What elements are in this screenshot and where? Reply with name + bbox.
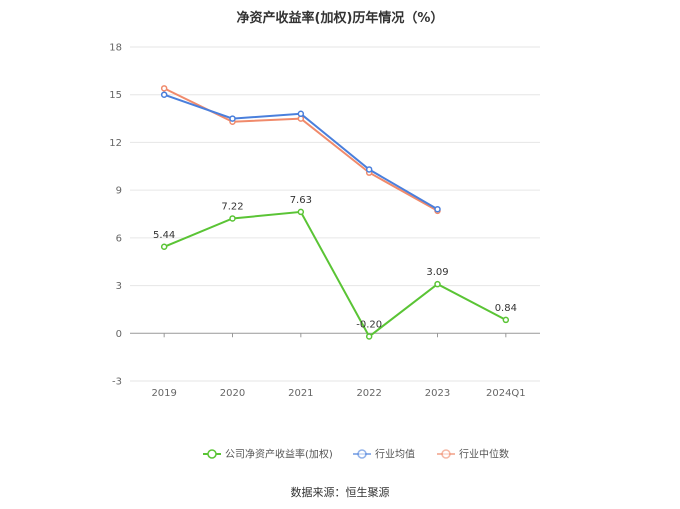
x-tick-label: 2019 xyxy=(151,388,176,399)
data-label: 7.22 xyxy=(221,201,243,212)
data-point xyxy=(229,115,236,122)
x-axis-ticks: 2019 2020 2021 2022 2023 2024Q1 xyxy=(151,333,526,399)
y-tick-label: 6 xyxy=(116,233,122,244)
data-point xyxy=(434,205,441,213)
data-label: 0.84 xyxy=(495,303,517,314)
series-layer: 5.44 7.22 7.63 -0.20 3.09 0.84 xyxy=(153,85,517,340)
data-label: 7.63 xyxy=(290,195,312,206)
data-point xyxy=(160,243,168,251)
series-line xyxy=(163,87,438,212)
legend-label: 公司净资产收益率(加权) xyxy=(225,448,333,461)
y-tick-label: 0 xyxy=(116,329,122,340)
data-point xyxy=(365,166,373,173)
x-tick-label: 2021 xyxy=(288,388,313,399)
y-axis-ticks: -3 0 3 6 9 12 15 18 xyxy=(109,43,122,388)
legend-label: 行业中位数 xyxy=(459,448,509,461)
legend-item[interactable]: 公司净资产收益率(加权) xyxy=(203,448,333,461)
series-line xyxy=(163,210,507,339)
data-point xyxy=(297,110,305,118)
data-label: 5.44 xyxy=(153,230,175,241)
data-point xyxy=(160,91,168,98)
legend-marker xyxy=(441,449,451,459)
y-tick-label: -3 xyxy=(112,377,122,388)
y-tick-label: 12 xyxy=(109,138,122,149)
data-label: 3.09 xyxy=(426,267,448,278)
legend-label: 行业均值 xyxy=(375,448,415,461)
data-point xyxy=(502,316,510,324)
chart-title: 净资产收益率(加权)历年情况（%） xyxy=(237,10,444,26)
data-point xyxy=(160,85,168,92)
data-source: 数据来源：恒生聚源 xyxy=(291,485,390,499)
data-point xyxy=(365,333,373,340)
legend-marker xyxy=(207,449,217,459)
legend-item[interactable]: 行业均值 xyxy=(353,448,415,461)
y-tick-label: 3 xyxy=(116,281,122,292)
data-point xyxy=(229,215,236,222)
data-point xyxy=(434,280,441,288)
x-tick-label: 2022 xyxy=(356,388,381,399)
legend-item[interactable]: 行业中位数 xyxy=(437,448,509,461)
legend-marker xyxy=(357,449,367,459)
x-tick-label: 2024Q1 xyxy=(486,388,526,399)
y-tick-label: 15 xyxy=(109,90,122,101)
x-tick-label: 2020 xyxy=(220,388,245,399)
x-tick-label: 2023 xyxy=(425,388,450,399)
grid-layer xyxy=(130,46,540,382)
y-tick-label: 9 xyxy=(116,186,122,197)
data-label: -0.20 xyxy=(356,319,382,330)
legend[interactable]: 公司净资产收益率(加权) 行业均值 行业中位数 xyxy=(203,448,509,461)
y-tick-label: 18 xyxy=(109,43,122,54)
data-point xyxy=(297,208,305,216)
